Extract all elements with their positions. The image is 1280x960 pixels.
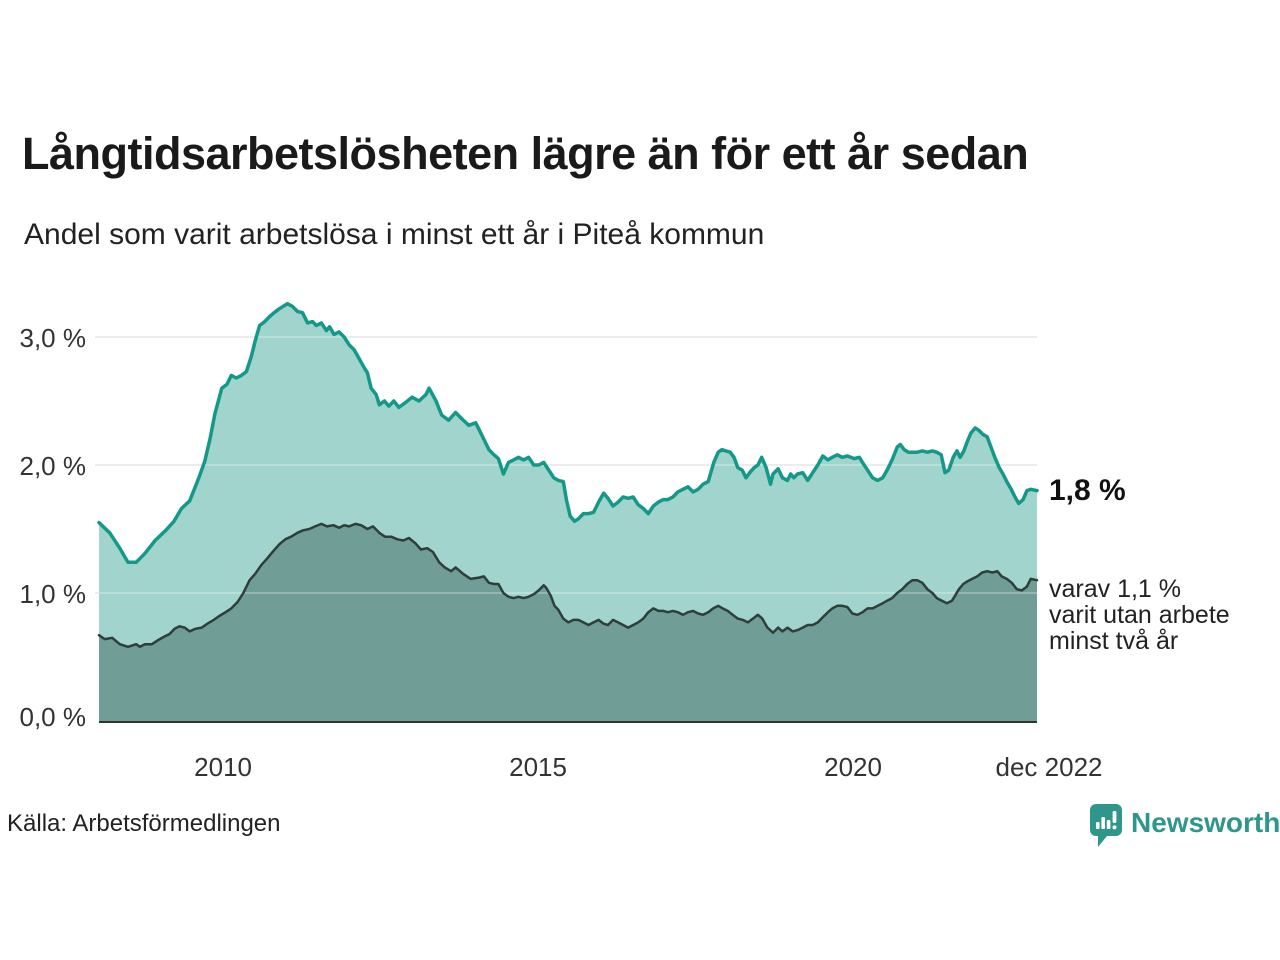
x-tick-label: 2020 [824,752,882,782]
series-line-1 [97,522,1039,649]
series-line-0 [97,301,1039,565]
source-caption: Källa: Arbetsförmedlingen [7,810,281,837]
two-year-series-end-annotation: varav 1,1 % varit utan arbete minst två år [1049,576,1230,654]
x-tick-label: 2015 [509,752,567,782]
newsworthy-wordmark: Newsworthy [1131,807,1280,838]
page-subtitle: Andel som varit arbetslösa i minst ett å… [24,218,765,251]
total-series-end-value-label: 1,8 % [1049,473,1126,507]
page-title: Långtidsarbetslösheten lägre än för ett … [22,128,1029,179]
y-tick-label: 3,0 % [19,323,87,353]
two-year-annotation-line: varit utan arbete [1049,601,1230,630]
newsworthy-logo: Newsworthy [1089,803,1280,855]
two-year-annotation-line: varav 1,1 % [1049,575,1182,604]
x-tick-label: 2010 [194,752,253,782]
y-tick-label: 0,0 % [19,702,87,732]
y-tick-label: 1,0 % [19,579,87,609]
newsworthy-speech-bubble-bar-chart-icon [1089,803,1123,855]
two-year-annotation-line: minst två år [1049,627,1179,656]
y-tick-label: 2,0 % [19,451,87,481]
x-tick-label: dec 2022 [995,752,1103,782]
